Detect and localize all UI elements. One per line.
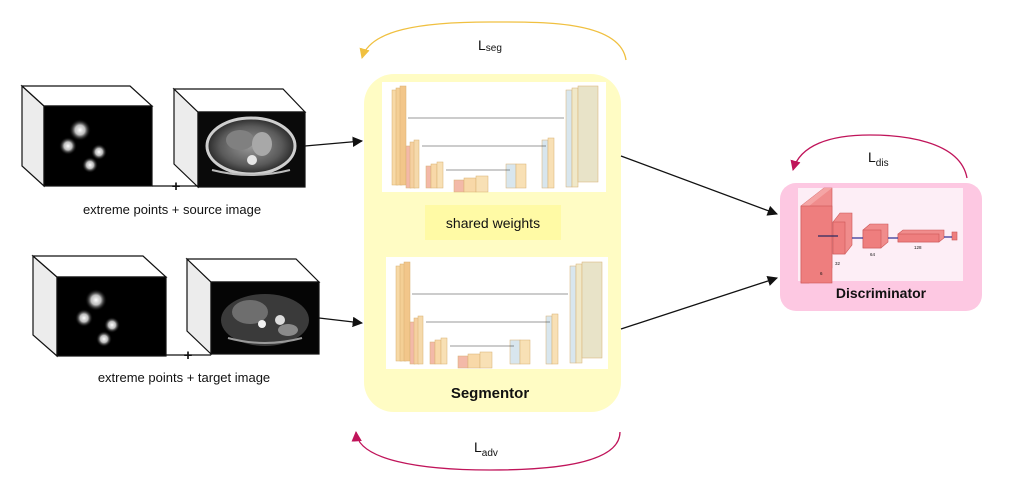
source-extreme-points-volume <box>20 84 154 188</box>
channel-label: 128 <box>914 245 922 250</box>
channel-label: 6 <box>820 271 823 276</box>
source-caption: extreme points + source image <box>83 202 261 217</box>
source-ct-volume <box>172 87 307 189</box>
shared-weights-box <box>425 205 561 240</box>
ct-slice-image <box>205 116 297 176</box>
adv-loss-arrow <box>351 430 621 471</box>
segmentor-title: Segmentor <box>451 385 530 402</box>
seg-loss-arrow <box>359 21 627 61</box>
target-caption: extreme points + target image <box>98 370 270 385</box>
dis-loss-arrow <box>790 134 968 179</box>
extreme-point-blobs <box>75 289 120 347</box>
target-extreme-points-volume <box>31 254 168 358</box>
mri-slice-image <box>221 294 309 346</box>
source-plus-sign: + <box>172 178 181 195</box>
target-plus-sign: + <box>184 347 193 364</box>
adv-loss-label: Ladv <box>474 439 498 459</box>
unet-top <box>382 82 606 193</box>
shared-weights-label: shared weights <box>446 215 540 231</box>
target-mri-volume <box>185 257 321 356</box>
extreme-point-blobs <box>59 119 107 173</box>
unet-bottom <box>386 257 608 369</box>
target-to-segmentor-arrow <box>318 316 364 328</box>
channel-label: 64 <box>870 252 876 257</box>
dis-loss-label: Ldis <box>868 149 889 169</box>
segmentor-top-to-discriminator-arrow <box>620 155 778 216</box>
source-to-segmentor-arrow <box>304 136 364 147</box>
channel-label: 32 <box>835 261 841 266</box>
discriminator-title: Discriminator <box>836 285 927 301</box>
discriminator-layers <box>800 187 958 284</box>
seg-loss-label: Lseg <box>478 37 502 54</box>
segmentor-bottom-to-discriminator-arrow <box>620 275 778 330</box>
discriminator-channel-labels: 6 32 64 128 <box>820 245 922 276</box>
